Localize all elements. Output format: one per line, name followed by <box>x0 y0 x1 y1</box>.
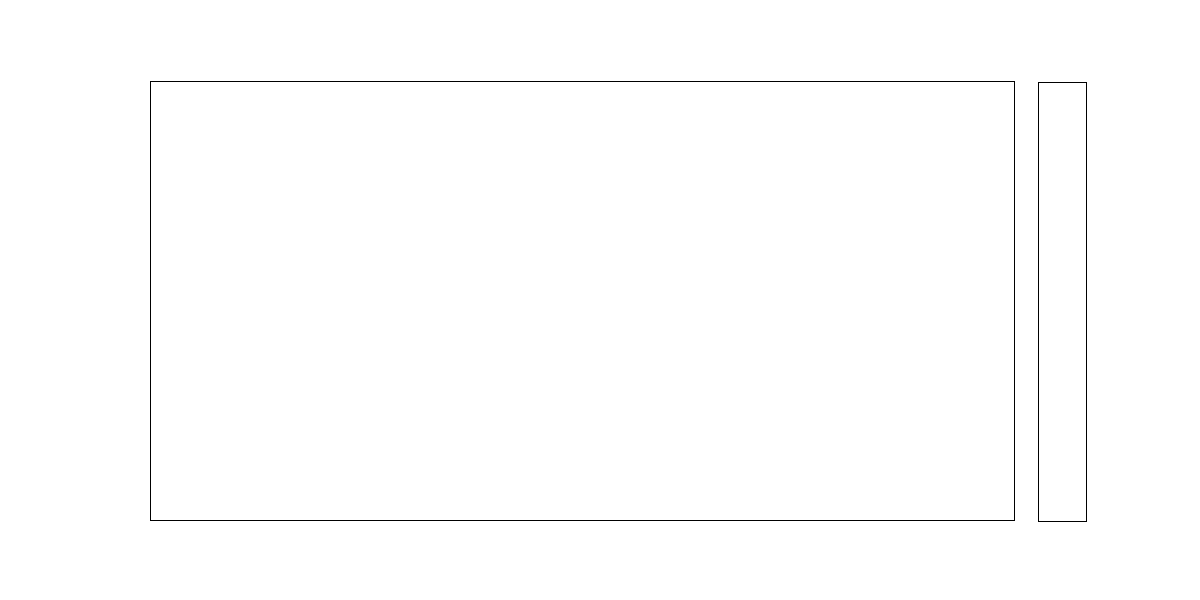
colorbar-ticks <box>1038 82 1198 522</box>
colorbar-axes <box>1038 82 1087 522</box>
world-heatmap-canvas <box>151 82 1014 520</box>
map-axes <box>150 81 1015 521</box>
